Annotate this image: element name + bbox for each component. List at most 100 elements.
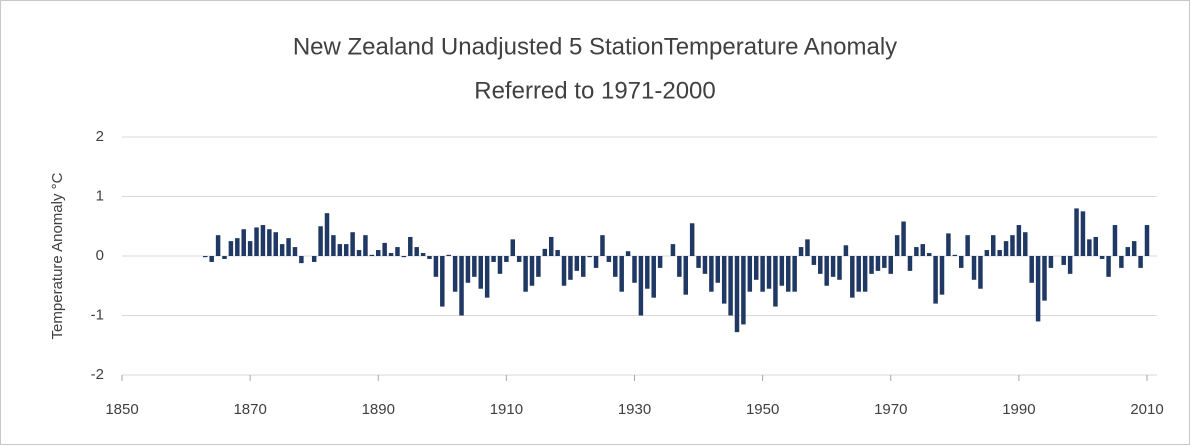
bar	[1048, 256, 1054, 268]
bar	[497, 256, 503, 274]
bar	[792, 256, 797, 292]
bar	[850, 256, 855, 298]
bar	[837, 256, 842, 280]
bar	[1016, 225, 1022, 256]
bar	[215, 235, 221, 256]
bar	[504, 256, 509, 262]
bar	[773, 256, 778, 307]
bar	[337, 244, 343, 256]
bar	[914, 247, 919, 256]
bar	[926, 253, 932, 256]
bar	[420, 253, 426, 256]
bar	[715, 256, 721, 283]
bar	[568, 256, 573, 280]
bar	[472, 256, 477, 277]
bar	[753, 256, 759, 280]
y-tick-label: 1	[96, 187, 104, 204]
bar	[376, 250, 381, 256]
chart-subtitle: Referred to 1971-2000	[474, 77, 716, 104]
bar	[734, 256, 740, 333]
bar	[625, 251, 631, 256]
bar	[1119, 256, 1124, 268]
bar	[1093, 236, 1098, 256]
bar	[382, 242, 387, 256]
bar	[260, 225, 266, 256]
bar	[1131, 241, 1137, 256]
bar	[465, 256, 471, 283]
bar	[1003, 241, 1009, 256]
bar	[561, 256, 567, 286]
x-tick-label: 1850	[105, 401, 138, 418]
bar	[946, 233, 951, 256]
bar	[536, 256, 541, 277]
bar	[638, 256, 644, 316]
bar	[798, 247, 804, 256]
bar	[401, 256, 407, 258]
bar	[1106, 256, 1111, 277]
bar	[267, 229, 272, 256]
bar	[978, 256, 983, 289]
bar	[760, 256, 765, 292]
bar	[1112, 225, 1118, 256]
bar	[484, 256, 490, 298]
bar	[1067, 256, 1073, 274]
bar	[984, 250, 990, 256]
bar	[279, 244, 285, 256]
bar	[766, 256, 772, 289]
bar	[869, 256, 874, 274]
bar	[542, 248, 548, 256]
bar	[882, 256, 887, 268]
bar	[235, 238, 240, 256]
bar	[888, 256, 893, 274]
bar	[286, 238, 291, 256]
bar	[331, 235, 336, 256]
bar	[741, 256, 746, 325]
y-tick-label: -2	[91, 366, 104, 383]
bar	[311, 256, 317, 262]
x-tick-label: 1870	[233, 401, 266, 418]
bar	[343, 244, 349, 256]
bar	[459, 256, 464, 316]
bar	[299, 256, 304, 264]
bar	[452, 256, 458, 292]
bar	[728, 256, 733, 316]
bar	[350, 232, 355, 256]
bar	[446, 254, 451, 256]
bar	[1080, 211, 1086, 256]
bar	[1042, 256, 1047, 301]
x-tick-label: 1990	[1002, 401, 1035, 418]
bar	[1029, 256, 1034, 283]
bar	[702, 256, 708, 274]
bar	[657, 256, 663, 268]
bar	[1074, 208, 1079, 256]
x-tick-label: 1910	[490, 401, 523, 418]
bar	[830, 256, 836, 277]
bar	[677, 256, 682, 277]
bar	[427, 256, 432, 259]
bar	[600, 235, 605, 256]
bar	[555, 250, 560, 256]
bar	[587, 256, 592, 258]
bar	[920, 244, 926, 256]
bar	[356, 250, 362, 256]
bar	[574, 256, 580, 271]
bar	[369, 254, 375, 256]
bar	[510, 239, 516, 256]
x-tick-label: 1970	[874, 401, 907, 418]
bar	[939, 256, 945, 295]
bar	[843, 245, 849, 256]
bar	[1144, 225, 1150, 256]
bar	[721, 256, 727, 304]
bar	[1023, 232, 1028, 256]
bar	[209, 256, 214, 262]
bar	[548, 236, 554, 256]
bar	[292, 247, 298, 256]
bar	[408, 236, 413, 256]
y-tick-label: 0	[96, 247, 104, 264]
bar	[203, 256, 208, 258]
bar	[593, 256, 599, 268]
bar	[414, 247, 419, 256]
y-tick-label: 2	[96, 128, 104, 145]
bar	[907, 256, 913, 271]
